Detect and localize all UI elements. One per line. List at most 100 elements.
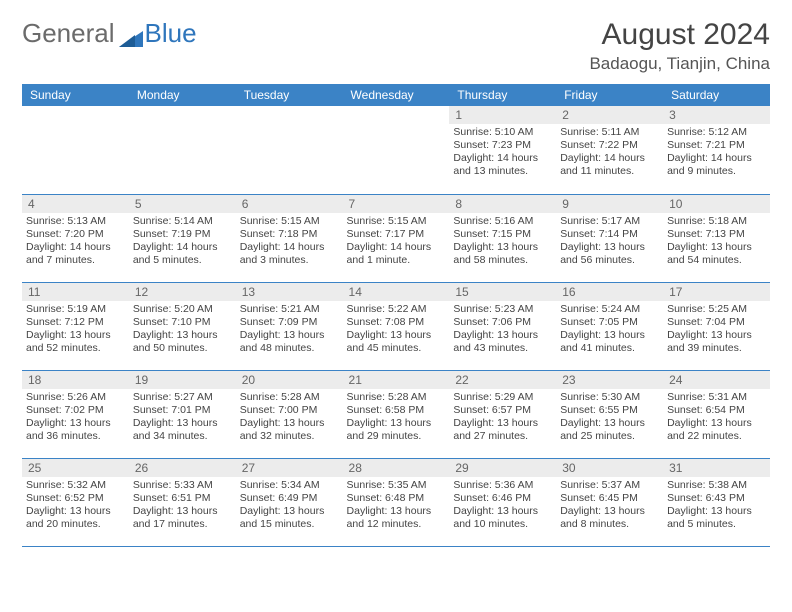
day-cell: 30Sunrise: 5:37 AMSunset: 6:45 PMDayligh…	[556, 458, 663, 546]
day-number: 26	[129, 459, 236, 477]
title-block: August 2024 Badaogu, Tianjin, China	[589, 18, 770, 74]
weekday-header: Wednesday	[343, 84, 450, 106]
weekday-header: Thursday	[449, 84, 556, 106]
empty-cell	[236, 106, 343, 194]
day-details: Sunrise: 5:27 AMSunset: 7:01 PMDaylight:…	[129, 389, 236, 446]
day-number: 24	[663, 371, 770, 389]
day-cell: 25Sunrise: 5:32 AMSunset: 6:52 PMDayligh…	[22, 458, 129, 546]
day-cell: 13Sunrise: 5:21 AMSunset: 7:09 PMDayligh…	[236, 282, 343, 370]
weekday-header: Sunday	[22, 84, 129, 106]
day-number: 31	[663, 459, 770, 477]
day-number: 22	[449, 371, 556, 389]
day-details: Sunrise: 5:32 AMSunset: 6:52 PMDaylight:…	[22, 477, 129, 534]
day-cell: 5Sunrise: 5:14 AMSunset: 7:19 PMDaylight…	[129, 194, 236, 282]
day-cell: 1Sunrise: 5:10 AMSunset: 7:23 PMDaylight…	[449, 106, 556, 194]
day-number: 7	[343, 195, 450, 213]
day-number: 14	[343, 283, 450, 301]
day-cell: 4Sunrise: 5:13 AMSunset: 7:20 PMDaylight…	[22, 194, 129, 282]
day-cell: 2Sunrise: 5:11 AMSunset: 7:22 PMDaylight…	[556, 106, 663, 194]
day-cell: 24Sunrise: 5:31 AMSunset: 6:54 PMDayligh…	[663, 370, 770, 458]
day-number: 19	[129, 371, 236, 389]
day-cell: 28Sunrise: 5:35 AMSunset: 6:48 PMDayligh…	[343, 458, 450, 546]
day-number: 29	[449, 459, 556, 477]
day-details: Sunrise: 5:24 AMSunset: 7:05 PMDaylight:…	[556, 301, 663, 358]
day-cell: 19Sunrise: 5:27 AMSunset: 7:01 PMDayligh…	[129, 370, 236, 458]
day-cell: 16Sunrise: 5:24 AMSunset: 7:05 PMDayligh…	[556, 282, 663, 370]
day-number: 9	[556, 195, 663, 213]
day-details: Sunrise: 5:22 AMSunset: 7:08 PMDaylight:…	[343, 301, 450, 358]
calendar-table: SundayMondayTuesdayWednesdayThursdayFrid…	[22, 84, 770, 547]
logo-text-general: General	[22, 18, 115, 49]
day-details: Sunrise: 5:26 AMSunset: 7:02 PMDaylight:…	[22, 389, 129, 446]
day-details: Sunrise: 5:38 AMSunset: 6:43 PMDaylight:…	[663, 477, 770, 534]
calendar-row: 25Sunrise: 5:32 AMSunset: 6:52 PMDayligh…	[22, 458, 770, 546]
empty-cell	[129, 106, 236, 194]
day-number: 12	[129, 283, 236, 301]
day-number: 18	[22, 371, 129, 389]
location-subtitle: Badaogu, Tianjin, China	[589, 54, 770, 74]
day-number: 16	[556, 283, 663, 301]
day-cell: 3Sunrise: 5:12 AMSunset: 7:21 PMDaylight…	[663, 106, 770, 194]
calendar-row: 4Sunrise: 5:13 AMSunset: 7:20 PMDaylight…	[22, 194, 770, 282]
day-details: Sunrise: 5:29 AMSunset: 6:57 PMDaylight:…	[449, 389, 556, 446]
day-cell: 31Sunrise: 5:38 AMSunset: 6:43 PMDayligh…	[663, 458, 770, 546]
calendar-row: 11Sunrise: 5:19 AMSunset: 7:12 PMDayligh…	[22, 282, 770, 370]
day-details: Sunrise: 5:35 AMSunset: 6:48 PMDaylight:…	[343, 477, 450, 534]
day-number: 4	[22, 195, 129, 213]
day-details: Sunrise: 5:19 AMSunset: 7:12 PMDaylight:…	[22, 301, 129, 358]
empty-cell	[22, 106, 129, 194]
day-details: Sunrise: 5:23 AMSunset: 7:06 PMDaylight:…	[449, 301, 556, 358]
logo: General Blue	[22, 18, 197, 49]
day-details: Sunrise: 5:15 AMSunset: 7:17 PMDaylight:…	[343, 213, 450, 270]
calendar-row: 1Sunrise: 5:10 AMSunset: 7:23 PMDaylight…	[22, 106, 770, 194]
day-cell: 7Sunrise: 5:15 AMSunset: 7:17 PMDaylight…	[343, 194, 450, 282]
day-cell: 27Sunrise: 5:34 AMSunset: 6:49 PMDayligh…	[236, 458, 343, 546]
day-details: Sunrise: 5:30 AMSunset: 6:55 PMDaylight:…	[556, 389, 663, 446]
day-cell: 11Sunrise: 5:19 AMSunset: 7:12 PMDayligh…	[22, 282, 129, 370]
month-title: August 2024	[589, 18, 770, 52]
day-details: Sunrise: 5:37 AMSunset: 6:45 PMDaylight:…	[556, 477, 663, 534]
empty-cell	[343, 106, 450, 194]
day-cell: 26Sunrise: 5:33 AMSunset: 6:51 PMDayligh…	[129, 458, 236, 546]
day-details: Sunrise: 5:36 AMSunset: 6:46 PMDaylight:…	[449, 477, 556, 534]
weekday-header: Saturday	[663, 84, 770, 106]
day-number: 20	[236, 371, 343, 389]
day-number: 28	[343, 459, 450, 477]
day-number: 10	[663, 195, 770, 213]
day-number: 21	[343, 371, 450, 389]
day-cell: 14Sunrise: 5:22 AMSunset: 7:08 PMDayligh…	[343, 282, 450, 370]
page-header: General Blue August 2024 Badaogu, Tianji…	[22, 18, 770, 74]
day-cell: 9Sunrise: 5:17 AMSunset: 7:14 PMDaylight…	[556, 194, 663, 282]
day-number: 13	[236, 283, 343, 301]
day-cell: 10Sunrise: 5:18 AMSunset: 7:13 PMDayligh…	[663, 194, 770, 282]
day-cell: 29Sunrise: 5:36 AMSunset: 6:46 PMDayligh…	[449, 458, 556, 546]
day-cell: 23Sunrise: 5:30 AMSunset: 6:55 PMDayligh…	[556, 370, 663, 458]
day-details: Sunrise: 5:28 AMSunset: 7:00 PMDaylight:…	[236, 389, 343, 446]
day-details: Sunrise: 5:16 AMSunset: 7:15 PMDaylight:…	[449, 213, 556, 270]
day-details: Sunrise: 5:14 AMSunset: 7:19 PMDaylight:…	[129, 213, 236, 270]
day-cell: 17Sunrise: 5:25 AMSunset: 7:04 PMDayligh…	[663, 282, 770, 370]
day-cell: 22Sunrise: 5:29 AMSunset: 6:57 PMDayligh…	[449, 370, 556, 458]
day-number: 15	[449, 283, 556, 301]
day-number: 27	[236, 459, 343, 477]
day-number: 30	[556, 459, 663, 477]
logo-triangle-icon	[119, 23, 143, 45]
day-cell: 21Sunrise: 5:28 AMSunset: 6:58 PMDayligh…	[343, 370, 450, 458]
day-details: Sunrise: 5:28 AMSunset: 6:58 PMDaylight:…	[343, 389, 450, 446]
calendar-page: General Blue August 2024 Badaogu, Tianji…	[0, 0, 792, 565]
day-cell: 8Sunrise: 5:16 AMSunset: 7:15 PMDaylight…	[449, 194, 556, 282]
day-details: Sunrise: 5:18 AMSunset: 7:13 PMDaylight:…	[663, 213, 770, 270]
day-details: Sunrise: 5:20 AMSunset: 7:10 PMDaylight:…	[129, 301, 236, 358]
day-cell: 12Sunrise: 5:20 AMSunset: 7:10 PMDayligh…	[129, 282, 236, 370]
day-details: Sunrise: 5:15 AMSunset: 7:18 PMDaylight:…	[236, 213, 343, 270]
day-details: Sunrise: 5:31 AMSunset: 6:54 PMDaylight:…	[663, 389, 770, 446]
weekday-header: Tuesday	[236, 84, 343, 106]
day-details: Sunrise: 5:10 AMSunset: 7:23 PMDaylight:…	[449, 124, 556, 181]
day-cell: 20Sunrise: 5:28 AMSunset: 7:00 PMDayligh…	[236, 370, 343, 458]
calendar-body: 1Sunrise: 5:10 AMSunset: 7:23 PMDaylight…	[22, 106, 770, 546]
day-cell: 15Sunrise: 5:23 AMSunset: 7:06 PMDayligh…	[449, 282, 556, 370]
day-number: 25	[22, 459, 129, 477]
day-details: Sunrise: 5:12 AMSunset: 7:21 PMDaylight:…	[663, 124, 770, 181]
day-details: Sunrise: 5:34 AMSunset: 6:49 PMDaylight:…	[236, 477, 343, 534]
calendar-row: 18Sunrise: 5:26 AMSunset: 7:02 PMDayligh…	[22, 370, 770, 458]
